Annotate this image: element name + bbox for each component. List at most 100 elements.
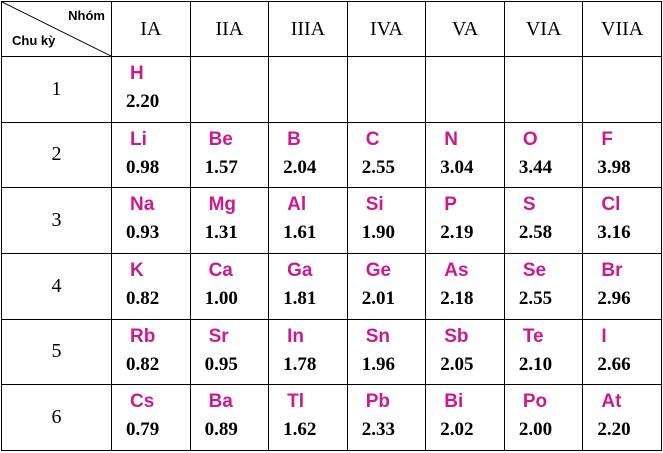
empty-cell <box>425 56 505 123</box>
element-cell: I 2.66 <box>582 318 662 386</box>
table-row: 4 K 0.82 Ca 1.00 Ga 1.81 Ge 2.01 As 2.18 Se 2.55 Br 2.… <box>1 252 662 320</box>
table-row: 1 H 2.20 <box>1 56 662 123</box>
electronegativity-value: 1.00 <box>204 287 238 309</box>
electronegativity-value: 2.02 <box>440 419 474 441</box>
element-symbol: Si <box>365 194 384 216</box>
element-cell: Ga 1.81 <box>268 252 348 320</box>
element-symbol: F <box>601 128 613 150</box>
element-symbol: K <box>130 259 144 281</box>
group-header-va: VA <box>425 1 505 57</box>
element-symbol: Tl <box>287 391 305 413</box>
electronegativity-value: 2.55 <box>361 156 395 178</box>
electronegativity-value: 2.55 <box>518 287 553 309</box>
element-symbol: Te <box>522 325 544 347</box>
electronegativity-value: 2.20 <box>597 419 631 441</box>
element-symbol: N <box>444 128 458 150</box>
electronegativity-value: 2.19 <box>440 222 474 244</box>
element-cell: Te 2.10 <box>503 318 584 386</box>
element-cell: Na 0.93 <box>111 187 191 254</box>
element-symbol: In <box>287 325 305 347</box>
electronegativity-value: 1.31 <box>204 222 238 244</box>
period-number: 6 <box>1 384 112 451</box>
element-cell: O 3.44 <box>503 121 584 189</box>
electronegativity-value: 2.20 <box>126 91 160 112</box>
table-row: 5 Rb 0.82 Sr 0.95 In 1.78 Sn 1.96 Sb 2.05 Te 2.10 I 2.… <box>1 318 662 386</box>
element-symbol: C <box>365 128 380 150</box>
element-symbol: At <box>601 391 622 413</box>
element-cell: Sr 0.95 <box>189 318 270 386</box>
period-number: 2 <box>1 121 112 189</box>
electronegativity-value: 2.01 <box>361 287 395 309</box>
element-symbol: I <box>601 325 607 347</box>
element-cell: H 2.20 <box>111 56 191 123</box>
element-cell: Rb 0.82 <box>111 318 191 386</box>
element-cell: K 0.82 <box>111 252 191 320</box>
period-axis-label: Chu kỳ <box>12 33 56 48</box>
group-header-iiia: IIIA <box>268 1 348 57</box>
electronegativity-value: 2.33 <box>361 419 395 441</box>
electronegativity-value: 2.10 <box>518 353 553 375</box>
electronegativity-value: 0.89 <box>204 419 238 441</box>
element-cell: Ge 2.01 <box>346 252 427 320</box>
element-cell: Cs 0.79 <box>111 384 191 451</box>
empty-cell <box>268 56 348 123</box>
period-number: 3 <box>1 187 112 254</box>
element-cell: Li 0.98 <box>111 121 191 189</box>
table-row: 3 Na 0.93 Mg 1.31 Al 1.61 Si 1.90 P 2.19 S 2.58 Cl 3.1… <box>1 187 662 254</box>
group-header-via: VIA <box>503 1 584 57</box>
element-symbol: Pb <box>365 391 390 413</box>
group-header-iia: IIA <box>189 1 270 57</box>
empty-cell <box>346 56 427 123</box>
electronegativity-value: 3.98 <box>597 156 631 178</box>
electronegativity-value: 1.81 <box>283 287 317 309</box>
element-cell: Cl 3.16 <box>582 187 662 254</box>
table-row: 2 Li 0.98 Be 1.57 B 2.04 C 2.55 N 3.04 O 3.44 F 3.98 <box>1 121 662 189</box>
electronegativity-value: 2.96 <box>597 287 631 309</box>
element-symbol: B <box>287 128 301 150</box>
element-cell: B 2.04 <box>268 121 348 189</box>
element-symbol: Br <box>601 259 623 281</box>
group-axis-label: Nhóm <box>68 8 105 23</box>
empty-cell <box>503 56 584 123</box>
element-symbol: H <box>130 63 144 84</box>
element-symbol: Ca <box>208 259 233 281</box>
element-symbol: Li <box>130 128 147 150</box>
element-symbol: Cs <box>130 391 155 413</box>
element-symbol: Se <box>522 259 547 281</box>
electronegativity-value: 1.78 <box>283 353 317 375</box>
electronegativity-value: 3.44 <box>518 156 553 178</box>
group-header-ia: IA <box>111 1 191 57</box>
electronegativity-value: 1.61 <box>283 222 317 244</box>
electronegativity-value: 2.18 <box>440 287 474 309</box>
header-row: Nhóm Chu kỳ IA IIA IIIA IVA VA VIA VIIA <box>1 1 662 57</box>
element-symbol: Rb <box>130 325 156 347</box>
electronegativity-value: 2.00 <box>518 419 553 441</box>
element-cell: P 2.19 <box>425 187 505 254</box>
electronegativity-value: 0.82 <box>126 353 160 375</box>
element-symbol: Mg <box>208 194 236 216</box>
element-symbol: P <box>444 194 457 216</box>
period-number: 5 <box>1 318 112 386</box>
element-symbol: Sn <box>365 325 390 347</box>
element-symbol: Sb <box>444 325 469 347</box>
element-symbol: Sr <box>208 325 229 347</box>
element-cell: Bi 2.02 <box>425 384 505 451</box>
period-number: 4 <box>1 252 112 320</box>
element-cell: Al 1.61 <box>268 187 348 254</box>
element-cell: Ba 0.89 <box>189 384 270 451</box>
electronegativity-value: 1.57 <box>204 156 238 178</box>
electronegativity-value: 3.04 <box>440 156 474 178</box>
electronegativity-value: 0.79 <box>126 419 160 441</box>
element-cell: Be 1.57 <box>189 121 270 189</box>
empty-cell <box>189 56 270 123</box>
element-symbol: Ga <box>287 259 313 281</box>
diagonal-divider <box>2 2 111 56</box>
element-cell: C 2.55 <box>346 121 427 189</box>
electronegativity-value: 0.98 <box>126 156 160 178</box>
element-symbol: Be <box>208 128 233 150</box>
element-cell: Pb 2.33 <box>346 384 427 451</box>
element-cell: Sn 1.96 <box>346 318 427 386</box>
element-cell: Po 2.00 <box>503 384 584 451</box>
electronegativity-value: 0.93 <box>126 222 160 244</box>
